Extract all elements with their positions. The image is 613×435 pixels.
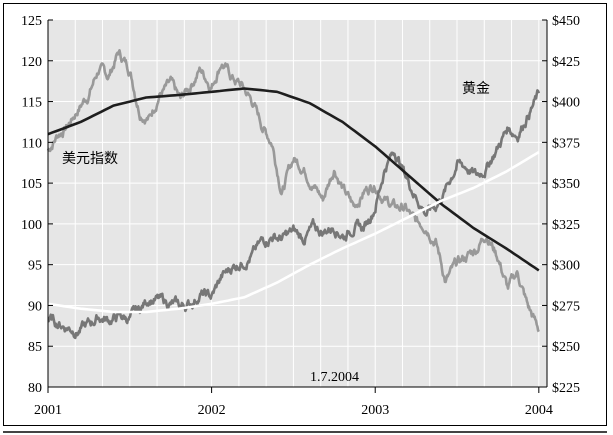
right-tick-label: $425 — [552, 55, 580, 70]
right-tick-label: $450 — [552, 14, 580, 29]
left-tick-label: 115 — [22, 96, 42, 111]
gold-trend-line — [47, 150, 540, 314]
grid-lines — [48, 20, 547, 387]
gold-price-line — [47, 89, 541, 340]
right-tick-label: $225 — [552, 381, 580, 396]
left-tick-label: 95 — [28, 259, 42, 274]
x-tick-label: 2003 — [361, 403, 389, 418]
left-tick-label: 100 — [21, 218, 42, 233]
left-tick-label: 110 — [22, 136, 42, 151]
left-tick-label: 80 — [28, 381, 42, 396]
left-tick-label: 85 — [28, 340, 42, 355]
bottom-rule — [3, 431, 607, 433]
date-annotation: 1.7.2004 — [310, 370, 359, 385]
gold-label: 黄金 — [462, 80, 490, 97]
right-tick-label: $375 — [552, 136, 580, 151]
left-tick-label: 105 — [21, 177, 42, 192]
right-tick-label: $275 — [552, 299, 580, 314]
left-tick-label: 90 — [28, 299, 42, 314]
x-tick-label: 2004 — [525, 403, 553, 418]
dollar-index-label: 美元指数 — [62, 151, 118, 167]
x-tick-label: 2002 — [198, 403, 226, 418]
right-axis-ticks: $225 $250 $275 $300 $325 $350 $375 $400 $425 $450 — [542, 14, 580, 396]
right-tick-label: $250 — [552, 340, 580, 355]
left-tick-label: 120 — [21, 55, 42, 70]
right-tick-label: $300 — [552, 259, 580, 274]
dollar-index-trend-line — [47, 87, 540, 272]
series-layer — [46, 49, 541, 340]
dollar-index-line — [46, 49, 540, 333]
x-tick-label: 2001 — [34, 403, 62, 418]
right-tick-label: $325 — [552, 218, 580, 233]
x-axis-ticks: 2001 2002 2003 2004 — [34, 387, 553, 418]
left-tick-label: 125 — [21, 14, 42, 29]
plot-background — [48, 20, 547, 387]
right-tick-label: $350 — [552, 177, 580, 192]
left-axis-ticks: 80 85 90 95 100 105 110 115 120 125 — [21, 14, 53, 396]
right-tick-label: $400 — [552, 96, 580, 111]
